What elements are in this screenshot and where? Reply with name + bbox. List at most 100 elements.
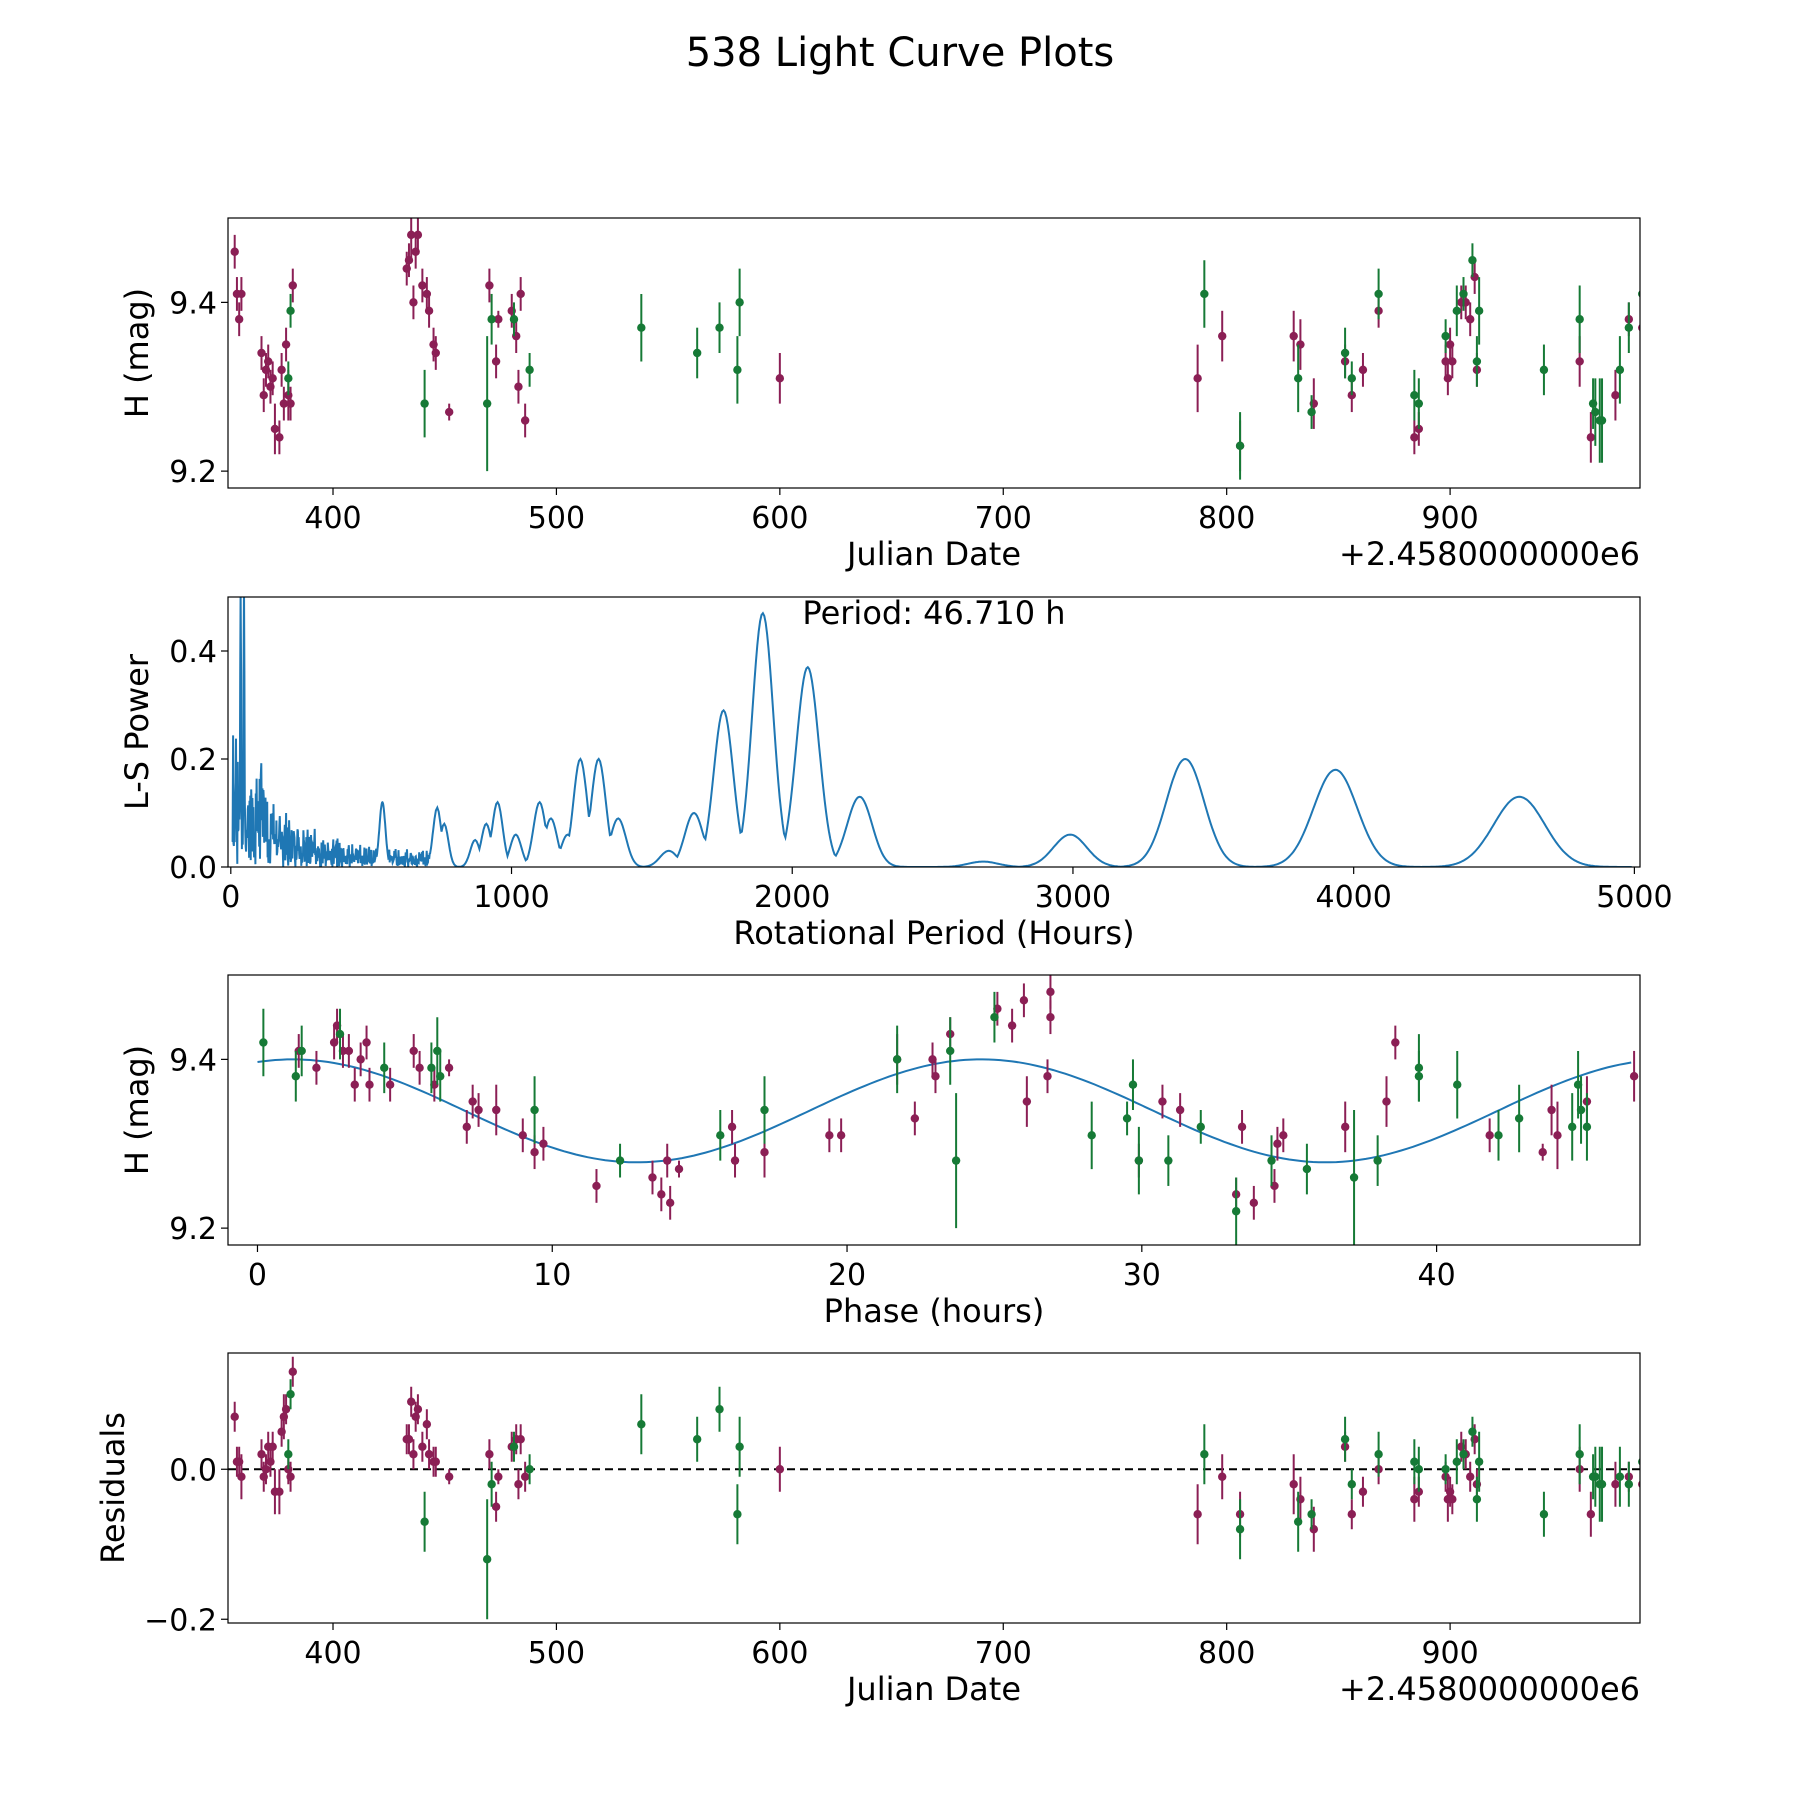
phase-data-point: [1279, 1131, 1288, 1140]
residuals-data-point: [286, 1472, 295, 1481]
residuals-data-point: [268, 1442, 277, 1451]
residuals-data-point: [494, 1472, 503, 1481]
lightcurve-data-point: [1575, 357, 1584, 366]
phase-y-tick-label: 9.2: [169, 1212, 217, 1247]
periodogram-x-tick-label: 2000: [754, 880, 830, 915]
lightcurve-data-point: [1410, 433, 1419, 442]
residuals-data-point: [1459, 1450, 1468, 1459]
lightcurve-data-point: [1575, 315, 1584, 324]
phase-data-point: [1553, 1131, 1562, 1140]
residuals-data-point: [1597, 1480, 1607, 1489]
lightcurve-ticks: 400 500 600 700 800 900 9.2 9.4: [169, 286, 1478, 536]
residuals-data-point: [230, 1412, 239, 1421]
lightcurve-data-point: [275, 433, 284, 442]
lightcurve-data-point: [1358, 365, 1368, 375]
lightcurve-data-point: [420, 399, 429, 408]
lightcurve-data-point: [409, 298, 418, 307]
residuals-data-point: [424, 1450, 434, 1459]
phase-frame: [227, 974, 1641, 1246]
residuals-data-point: [1347, 1510, 1356, 1519]
phase-data-point: [657, 1190, 666, 1199]
lightcurve-data-point: [286, 399, 295, 408]
lightcurve-data-point: [514, 382, 523, 391]
lightcurve-data-point: [407, 230, 416, 240]
residuals-data-point: [275, 1487, 284, 1496]
residuals-data-point: [261, 1465, 271, 1474]
phase-data-point: [1128, 1080, 1138, 1089]
lightcurve-data-point: [485, 281, 494, 290]
lightcurve-data-point: [1410, 390, 1419, 400]
lightcurve-x-tick-label: 800: [1198, 501, 1255, 536]
periodogram-y-tick-label: 0.4: [169, 635, 217, 670]
lightcurve-data-point: [270, 424, 280, 434]
periodogram-frame: [227, 596, 1641, 868]
phase-data-point: [892, 1055, 902, 1064]
phase-y-tick-label: 9.4: [169, 1043, 217, 1078]
lightcurve-data-point: [775, 374, 785, 383]
phase-data-point: [1046, 987, 1055, 997]
phase-data-point: [297, 1046, 306, 1056]
phase-data-point: [760, 1105, 769, 1115]
lightcurve-data-point: [264, 357, 273, 366]
phase-ticks: 0 10 20 30 40 9.2 9.4: [169, 1043, 1455, 1293]
phase-data-point: [1414, 1063, 1424, 1073]
lightcurve-data-point: [279, 399, 289, 408]
residuals-data-point: [1235, 1525, 1245, 1534]
residuals-data-point: [514, 1480, 523, 1489]
residuals-data-point: [409, 1450, 418, 1459]
lightcurve-marks: [230, 218, 1640, 480]
phase-data-point: [1249, 1198, 1259, 1208]
phase-data-point: [539, 1139, 548, 1148]
lightcurve-data-point: [1611, 390, 1620, 400]
residuals-data-point: [516, 1435, 525, 1444]
periodogram-x-tick-label: 3000: [1035, 880, 1111, 915]
phase-panel: 0 10 20 30 40 9.2 9.4 Phase (hours) H (mag): [118, 974, 1641, 1330]
lightcurve-x-tick-label: 600: [751, 501, 808, 536]
phase-data-point: [1196, 1122, 1205, 1132]
lightcurve-data-point: [277, 365, 286, 375]
residuals-data-point: [1441, 1465, 1450, 1474]
lightcurve-x-tick-label: 400: [304, 501, 361, 536]
phase-data-point: [462, 1122, 471, 1132]
residuals-data-point: [420, 1517, 429, 1526]
phase-data-point: [427, 1063, 436, 1073]
lightcurve-data-point: [637, 323, 646, 332]
phase-data-point: [716, 1131, 725, 1140]
residuals-frame: [227, 1352, 1641, 1624]
phase-x-tick-label: 20: [828, 1258, 866, 1293]
lightcurve-panel: 400 500 600 700 800 900 9.2 9.4 Julian Date H (…: [118, 217, 1641, 573]
lightcurve-data-point: [1193, 374, 1202, 383]
phase-data-point: [1547, 1105, 1556, 1115]
lightcurve-data-point: [733, 365, 742, 375]
phase-data-point: [291, 1072, 300, 1081]
lightcurve-x-tick-label: 900: [1421, 501, 1478, 536]
periodogram-marks: [231, 597, 1632, 867]
residuals-data-point: [485, 1450, 494, 1459]
phase-data-point: [990, 1012, 999, 1022]
phase-data-point: [444, 1063, 454, 1073]
phase-data-point: [592, 1181, 601, 1191]
periodogram-y-label: L-S Power: [118, 653, 156, 810]
phase-x-tick-label: 30: [1123, 1258, 1161, 1293]
phase-data-point: [312, 1063, 321, 1073]
residuals-x-label: Julian Date: [845, 1670, 1021, 1708]
lightcurve-data-point: [735, 298, 744, 307]
lightcurve-data-point: [1414, 399, 1424, 408]
residuals-y-label: Residuals: [94, 1412, 132, 1564]
residuals-data-point: [1638, 1458, 1640, 1466]
phase-data-point: [674, 1164, 684, 1174]
periodogram-line: [231, 597, 1632, 867]
lightcurve-data-point: [1597, 416, 1607, 425]
residuals-data-point: [237, 1472, 246, 1481]
residuals-data-point: [1448, 1495, 1457, 1504]
phase-data-point: [1485, 1131, 1494, 1140]
residuals-data-point: [509, 1442, 519, 1451]
residuals-data-point: [1193, 1510, 1202, 1519]
lightcurve-data-point: [487, 315, 496, 324]
lightcurve-y-tick-label: 9.2: [169, 455, 217, 490]
residuals-data-point: [1575, 1450, 1584, 1459]
phase-data-point: [362, 1038, 371, 1047]
phase-data-point: [518, 1131, 527, 1140]
residuals-data-point: [482, 1555, 492, 1564]
